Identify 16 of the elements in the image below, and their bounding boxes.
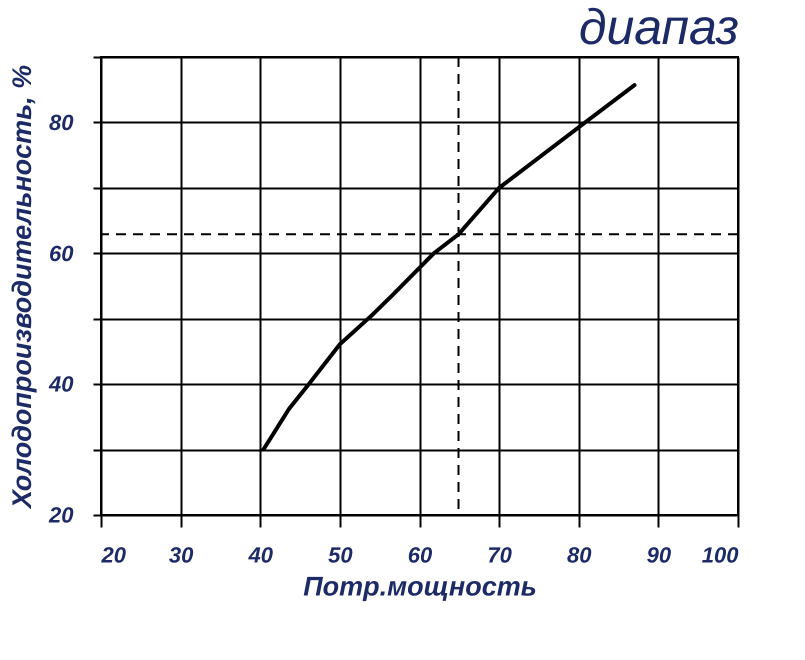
x-tick-label: 70 xyxy=(487,542,513,568)
x-axis-title: Потр.мощность xyxy=(303,572,537,602)
y-tick-label: 40 xyxy=(48,372,74,397)
x-tick-label: 40 xyxy=(248,542,274,568)
chart-title: диапаз xyxy=(578,0,739,55)
x-tick-label: 20 xyxy=(100,542,127,568)
y-tick-label: 80 xyxy=(49,110,74,135)
x-tick-label: 100 xyxy=(702,542,740,568)
x-tick-label: 30 xyxy=(168,542,194,568)
x-tick-label: 90 xyxy=(646,542,672,568)
y-tick-label: 60 xyxy=(49,240,74,266)
x-tick-label: 60 xyxy=(408,542,433,568)
y-axis-title: Холодопроизводительность, % xyxy=(7,64,38,510)
x-tick-label: 80 xyxy=(567,542,592,568)
y-tick-label: 20 xyxy=(48,502,74,528)
x-tick-label: 50 xyxy=(328,542,354,568)
